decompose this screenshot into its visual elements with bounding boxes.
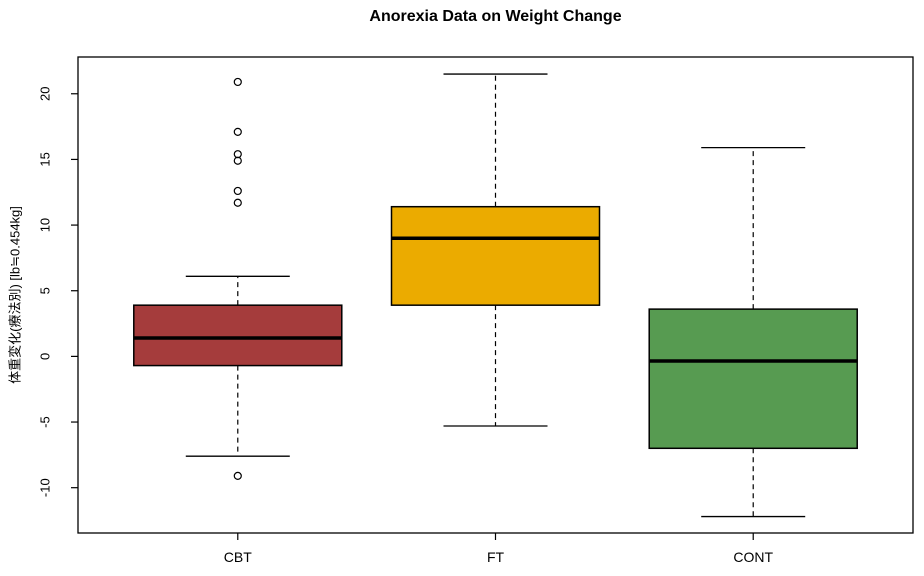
y-tick-label--10: -10 [37, 478, 52, 497]
y-tick-label--5: -5 [37, 416, 52, 428]
outlier-cbt-0 [233, 77, 242, 87]
box-cont [648, 308, 858, 450]
outlier-cbt-3 [233, 156, 242, 165]
outlier-cbt-1 [233, 127, 242, 136]
y-axis-label: 体重変化(療法別) [lb≒0.454kg] [7, 206, 23, 384]
outlier-cbt-6 [233, 471, 242, 480]
x-tick-label-ft: FT [487, 549, 505, 565]
x-tick-label-cbt: CBT [224, 549, 252, 565]
y-tick-label-15: 15 [37, 152, 52, 166]
outlier-cbt-4 [233, 186, 242, 196]
outlier-cbt-5 [233, 198, 242, 207]
box-cbt [133, 304, 343, 367]
chart-title: Anorexia Data on Weight Change [369, 8, 622, 25]
box-ft [390, 205, 601, 306]
x-tick-label-cont: CONT [733, 549, 773, 565]
y-tick-label-5: 5 [37, 287, 52, 294]
y-tick-label-10: 10 [37, 218, 52, 232]
y-tick-label-20: 20 [37, 87, 52, 101]
y-tick-label-0: 0 [37, 353, 52, 360]
outlier-cbt-2 [233, 150, 242, 159]
